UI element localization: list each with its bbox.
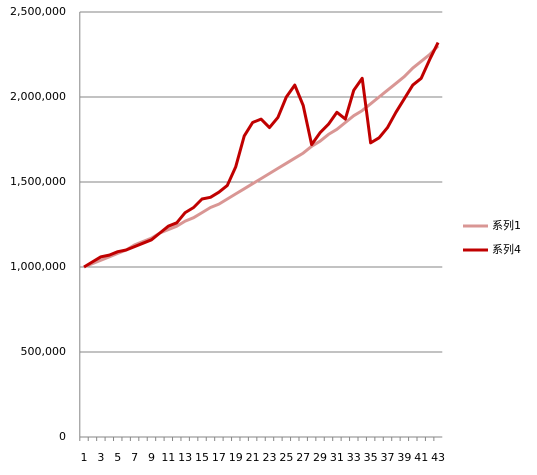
x-tick-label: 1 [81,451,88,464]
series-line [83,41,440,269]
x-tick-label: 19 [229,451,243,464]
x-tick-label: 33 [347,451,361,464]
x-tick-label: 11 [161,451,175,464]
x-tick-label: 3 [97,451,104,464]
x-tick-label: 37 [380,451,394,464]
y-tick-label: 2,500,000 [10,5,66,18]
x-tick-label: 29 [313,451,327,464]
y-tick-label: 2,000,000 [10,90,66,103]
x-tick-label: 5 [114,451,121,464]
x-tick-label: 13 [178,451,192,464]
x-tick-label: 41 [414,451,428,464]
y-tick-label: 500,000 [21,345,67,358]
x-tick-label: 27 [296,451,310,464]
x-tick-label: 43 [431,451,445,464]
x-tick-label: 31 [330,451,344,464]
legend-label: 系列1 [492,218,521,232]
x-tick-label: 15 [195,451,209,464]
y-tick-label: 0 [59,430,66,443]
legend-label: 系列4 [492,242,521,256]
y-tick-label: 1,000,000 [10,260,66,273]
x-tick-label: 17 [212,451,226,464]
x-tick-label: 35 [364,451,378,464]
y-tick-label: 1,500,000 [10,175,66,188]
x-tick-label: 39 [397,451,411,464]
x-tick-label: 21 [246,451,260,464]
x-tick-label: 9 [148,451,155,464]
x-tick-label: 7 [131,451,138,464]
x-tick-label: 23 [262,451,276,464]
series-line [83,44,440,269]
x-tick-label: 25 [279,451,293,464]
